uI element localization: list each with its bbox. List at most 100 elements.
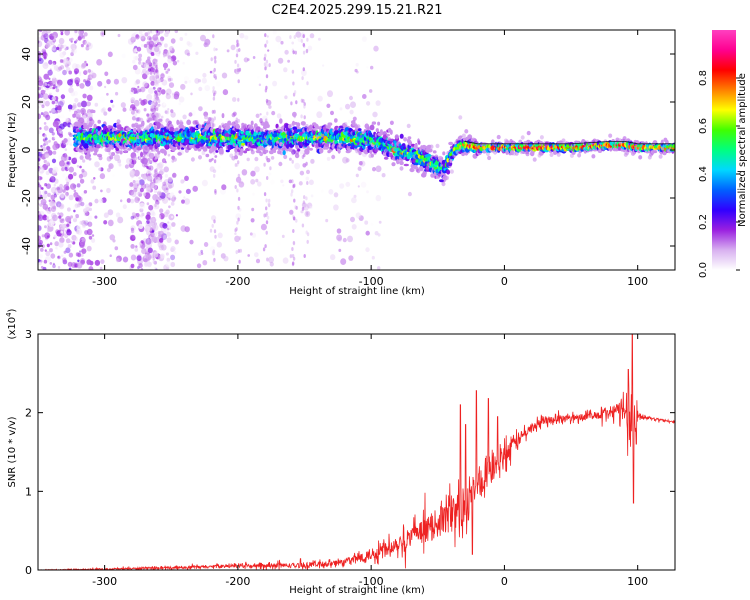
noise-cell [152,34,159,41]
noise-cell [156,199,159,202]
noise-cell [268,172,272,176]
signal-cell [265,123,270,129]
noise-cell [201,150,206,156]
noise-cell [302,34,305,39]
signal-cell [334,118,338,123]
noise-cell [130,244,135,249]
noise-cell [79,165,82,169]
noise-cell [85,46,90,51]
noise-cell [80,258,85,264]
halo-cell [331,154,336,160]
halo-cell [142,151,147,156]
signal-cell [325,125,331,129]
noise-cell [113,78,119,85]
noise-cell [145,237,152,245]
noise-cell [291,69,295,74]
noise-cell [85,217,90,223]
noise-cell [168,71,171,75]
noise-cell [253,252,259,258]
noise-cell [62,189,66,193]
noise-cell [152,256,155,261]
noise-cell [306,37,309,42]
noise-cell [151,82,155,86]
noise-cell [339,183,345,189]
noise-cell [146,93,153,101]
noise-cell [158,230,165,238]
noise-cell [257,75,260,79]
noise-cell [307,45,313,51]
noise-cell [291,179,294,184]
noise-cell [295,31,302,38]
noise-cell [176,59,180,63]
noise-cell [121,53,126,59]
noise-cell [301,76,304,81]
noise-cell [40,194,43,198]
noise-cell [159,208,164,213]
noise-cell [57,128,63,133]
signal-cell [352,121,356,127]
noise-cell [178,102,182,106]
noise-cell [170,170,173,173]
noise-cell [303,104,306,109]
signal-cell [235,123,240,129]
noise-cell [51,158,57,164]
noise-cell [149,75,156,82]
noise-cell [96,59,103,66]
noise-cell [42,93,49,100]
noise-cell [154,266,157,270]
noise-cell [65,247,71,254]
noise-cell [163,187,169,193]
noise-cell [60,94,66,100]
noise-cell [158,244,164,251]
noise-cell [137,40,142,46]
noise-cell [213,173,216,178]
signal-cell [141,120,145,127]
noise-cell [139,187,144,193]
noise-cell [38,57,44,64]
noise-cell [160,253,165,259]
noise-cell [38,100,43,106]
noise-cell [310,158,315,164]
halo-cell [98,155,103,161]
noise-cell [234,235,241,242]
noise-cell [146,254,152,261]
noise-cell [148,165,154,171]
noise-cell [163,50,169,57]
noise-cell [333,192,339,198]
noise-cell [70,91,76,97]
noise-cell [351,197,357,204]
signal-cell [225,149,230,153]
noise-cell [73,157,77,162]
noise-cell [241,169,248,176]
noise-cell [146,202,150,206]
noise-cell [202,72,207,78]
signal-cell [163,150,167,156]
noise-cell [263,56,266,61]
halo-cell [283,154,288,160]
signal-cell [158,118,163,122]
signal-cell [418,166,424,172]
noise-cell [351,224,357,230]
noise-cell [282,184,285,187]
noise-cell [59,183,64,189]
signal-cell [82,122,87,127]
noise-cell [134,56,139,61]
signal-cell [186,119,192,126]
noise-cell [153,178,156,183]
noise-cell [155,69,158,74]
noise-cell [81,151,84,155]
noise-cell [269,166,272,171]
noise-cell [82,159,86,163]
noise-cell [257,181,262,187]
noise-cell [86,44,89,48]
noise-cell [164,174,169,178]
noise-cell [305,196,308,201]
noise-cell [264,66,267,71]
noise-cell [140,86,146,93]
noise-cell [43,56,47,60]
noise-cell [82,39,87,45]
noise-cell [155,250,158,255]
noise-cell [268,63,271,68]
noise-cell [237,42,240,47]
noise-cell [50,108,55,113]
